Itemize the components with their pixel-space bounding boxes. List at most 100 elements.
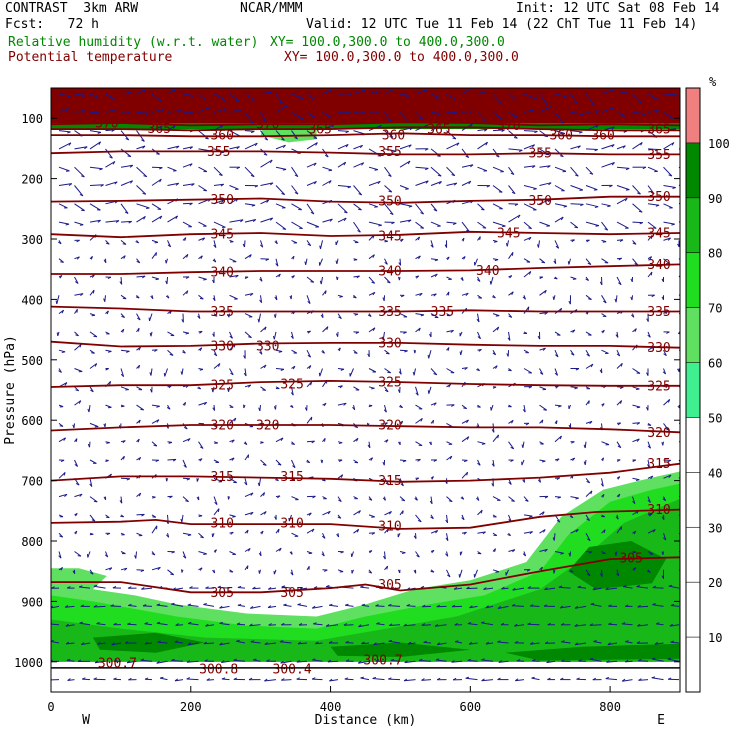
- wind-vector: [508, 148, 523, 151]
- colorbar-bin-80: [686, 197, 700, 253]
- wind-vector-head: [284, 104, 288, 109]
- wind-vector: [647, 185, 655, 195]
- wind-vector: [260, 112, 268, 122]
- wind-vector-head: [213, 244, 217, 248]
- wind-vector: [244, 293, 254, 296]
- wind-vector: [585, 258, 592, 265]
- wind-vector: [74, 110, 85, 113]
- theta-contour-360: [51, 132, 680, 138]
- wind-vector: [492, 221, 506, 227]
- wind-vector-head: [93, 584, 98, 587]
- wind-vector-head: [430, 516, 434, 520]
- wind-vector: [511, 605, 525, 607]
- wind-vector-head: [326, 585, 330, 588]
- wind-vector-head: [298, 623, 303, 626]
- wind-vector-head: [430, 244, 434, 248]
- wind-vector: [477, 221, 487, 229]
- wind-vector: [151, 525, 158, 534]
- wind-vector-head: [454, 640, 459, 643]
- contour-label: 330: [647, 341, 670, 356]
- wind-vector: [652, 587, 664, 589]
- wind-vector: [492, 166, 504, 173]
- wind-vector-head: [522, 296, 526, 300]
- wind-vector: [96, 623, 106, 626]
- wind-vector: [337, 402, 347, 406]
- wind-vector-head: [610, 107, 614, 111]
- wind-vector-head: [213, 314, 218, 317]
- wind-vector-head: [250, 640, 255, 643]
- wind-vector-head: [107, 276, 112, 280]
- wind-vector-head: [145, 112, 149, 116]
- wind-vector-head: [58, 370, 62, 373]
- wind-vector-head: [405, 95, 410, 97]
- wind-vector-head: [632, 551, 637, 554]
- wind-vector-head: [250, 492, 254, 496]
- wind-vector-head: [575, 368, 580, 371]
- wind-vector: [74, 493, 83, 498]
- wind-vector: [74, 343, 82, 351]
- wind-vector: [523, 306, 530, 314]
- wind-vector-head: [388, 639, 393, 642]
- wind-vector-head: [143, 175, 147, 178]
- wind-vector: [647, 221, 657, 229]
- wind-vector: [65, 624, 75, 627]
- wind-vector-head: [497, 677, 501, 681]
- wind-vector-head: [187, 534, 192, 537]
- wind-vector-head: [112, 586, 117, 589]
- wind-vector: [151, 108, 165, 113]
- wind-vector-head: [93, 500, 98, 503]
- wind-vector: [419, 660, 432, 662]
- wind-vector: [260, 217, 273, 223]
- wind-vector: [258, 478, 261, 487]
- wind-vector: [187, 604, 199, 607]
- wind-vector: [544, 587, 556, 591]
- wind-vector-head: [589, 172, 594, 175]
- wind-vector-head: [259, 278, 263, 282]
- wind-vector: [249, 624, 261, 627]
- wind-vector-head: [451, 404, 455, 407]
- wind-vector-head: [438, 181, 442, 185]
- wind-vector: [539, 165, 551, 168]
- wind-vector-head: [624, 604, 629, 607]
- wind-vector-head: [120, 373, 124, 377]
- wind-vector-head: [555, 420, 558, 425]
- wind-vector-head: [103, 423, 106, 428]
- colorbar-tick-label: 70: [708, 302, 722, 316]
- wind-vector-head: [165, 295, 170, 299]
- wind-vector-head: [462, 237, 465, 242]
- wind-vector-head: [141, 586, 145, 590]
- wind-vector-head: [328, 180, 332, 184]
- wind-vector: [384, 368, 391, 374]
- wind-vector-head: [542, 511, 545, 515]
- wind-vector: [258, 313, 261, 323]
- contour-label: 350: [647, 190, 670, 205]
- wind-vector: [652, 604, 664, 607]
- colorbar-tick-label: 30: [708, 521, 722, 535]
- wind-vector: [539, 221, 550, 227]
- wind-vector-head: [667, 237, 671, 241]
- wind-vector: [523, 236, 532, 241]
- valid-time: Valid: 12 UTC Tue 11 Feb 14 (22 ChT Tue …: [306, 17, 698, 32]
- wind-vector-head: [218, 363, 221, 367]
- wind-vector-head: [673, 94, 678, 97]
- wind-vector-head: [599, 369, 603, 374]
- wind-vector-head: [344, 677, 349, 680]
- wind-vector-head: [135, 296, 140, 299]
- wind-vector-head: [667, 657, 672, 660]
- wind-vector: [275, 203, 286, 209]
- wind-vector: [358, 660, 370, 664]
- wind-vector-head: [151, 553, 156, 556]
- wind-vector-head: [166, 534, 170, 538]
- wind-vector: [415, 88, 428, 95]
- wind-vector-head: [559, 155, 564, 158]
- wind-vector-head: [402, 460, 407, 463]
- wind-vector-head: [492, 296, 496, 299]
- wind-vector-head: [343, 161, 347, 166]
- wind-vector: [585, 110, 599, 113]
- wind-vector: [570, 145, 581, 150]
- wind-vector: [291, 496, 299, 501]
- wind-vector: [554, 185, 565, 192]
- wind-vector: [322, 166, 333, 171]
- wind-vector-head: [544, 102, 548, 105]
